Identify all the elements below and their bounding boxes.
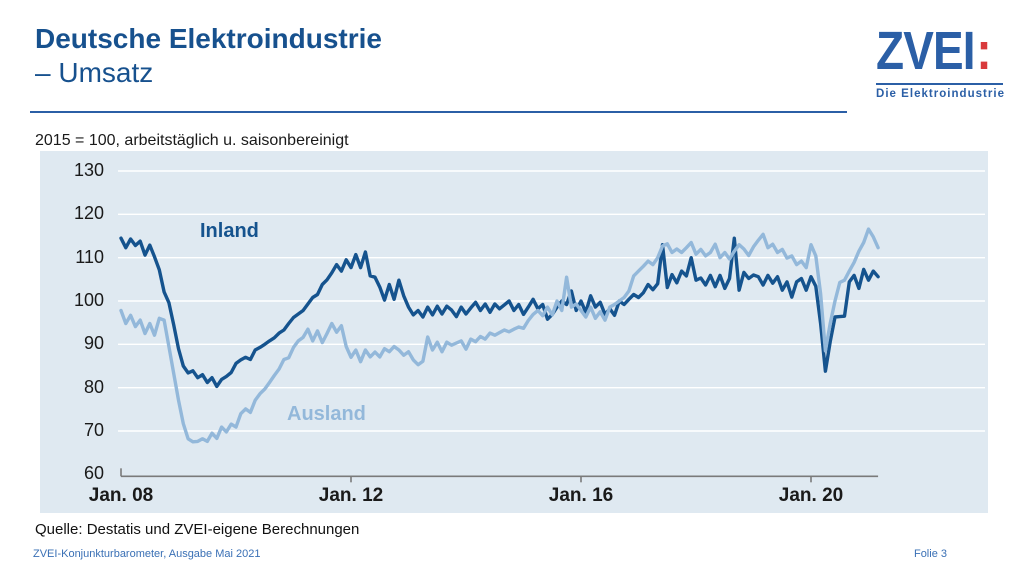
zvei-logo-rule [876, 83, 1003, 85]
y-axis-label-80: 80 [83, 376, 104, 397]
zvei-wordmark-text: ZVEI [876, 21, 975, 81]
y-axis-label-70: 70 [83, 419, 104, 440]
y-axis-label-60: 60 [83, 463, 104, 484]
chart-svg [118, 170, 985, 483]
y-axis-label-90: 90 [83, 333, 104, 354]
line-chart: Inland Ausland 130 120 110 100 90 80 70 60 Jan. … [40, 151, 988, 513]
y-axis-label-120: 120 [73, 203, 104, 224]
y-axis-label-100: 100 [73, 289, 104, 310]
x-axis-label-1: Jan. 12 [318, 485, 384, 506]
zvei-logo-colon: : [976, 21, 991, 81]
x-axis-label-2: Jan. 16 [548, 485, 614, 506]
y-axis-label-110: 110 [75, 246, 104, 267]
series-label-ausland: Ausland [287, 403, 366, 425]
x-axis-label-3: Jan. 20 [778, 485, 844, 506]
zvei-logo-caption: Die Elektroindustrie [876, 88, 1006, 100]
publication-note: ZVEI-Konjunkturbarometer, Ausgabe Mai 20… [33, 548, 261, 560]
zvei-logo: ZVEI: Die Elektroindustrie [876, 24, 1006, 100]
series-label-inland: Inland [200, 220, 259, 242]
title-line2: – Umsatz [35, 57, 154, 88]
x-axis-label-0: Jan. 08 [88, 485, 154, 506]
series-line-inland [119, 236, 880, 389]
chart-subtitle: 2015 = 100, arbeitstäglich u. saisonbere… [35, 132, 349, 149]
source-note: Quelle: Destatis und ZVEI-eigene Berechn… [35, 521, 360, 538]
title-line1: Deutsche Elektroindustrie [35, 23, 382, 54]
zvei-wordmark: ZVEI: [876, 24, 992, 78]
y-axis-label-130: 130 [73, 160, 104, 180]
series-line-ausland [119, 227, 880, 444]
header-divider [30, 111, 847, 113]
page-title: Deutsche Elektroindustrie – Umsatz [35, 22, 382, 90]
slide-number: Folie 3 [913, 548, 947, 560]
